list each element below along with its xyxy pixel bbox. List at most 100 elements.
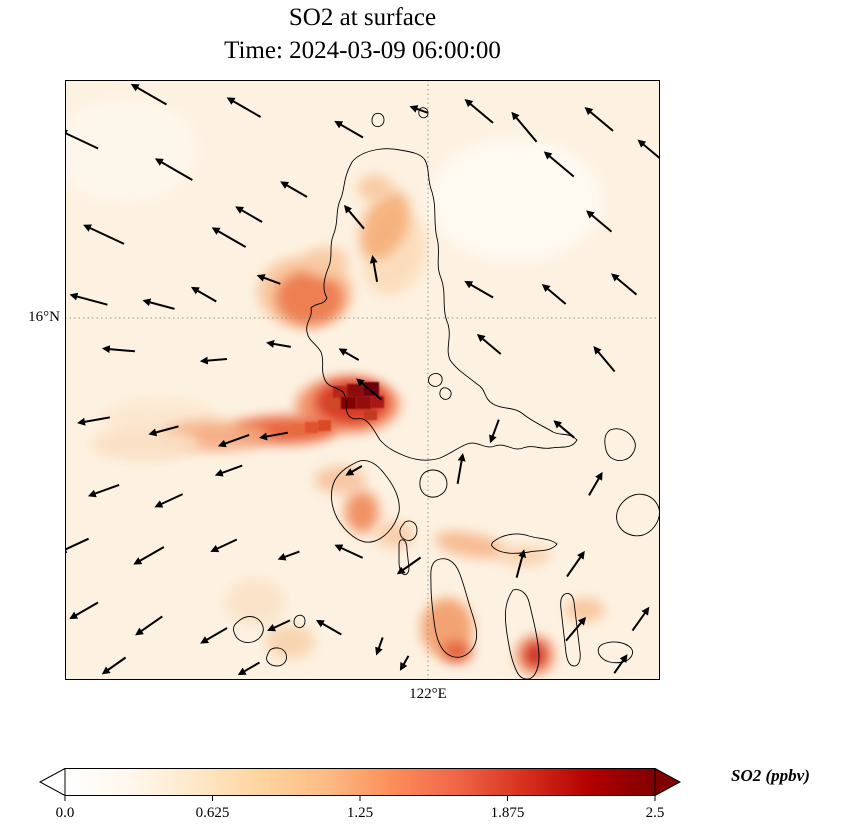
so2-plume: [430, 140, 600, 260]
so2-max-cell: [363, 382, 379, 396]
wind-arrow: [77, 416, 110, 426]
wind-arrow: [565, 616, 587, 642]
wind-arrow: [611, 273, 638, 296]
plot-subtitle: Time: 2024-03-09 06:00:00: [224, 36, 501, 64]
wind-arrow: [464, 280, 494, 299]
wind-arrow: [456, 453, 466, 484]
wind-arrow: [266, 339, 291, 348]
wind-arrow: [637, 139, 660, 160]
wind-arrow: [553, 420, 575, 439]
wind-arrow: [211, 227, 247, 248]
so2-max-cell: [371, 396, 384, 408]
wind-arrow: [396, 556, 422, 575]
so2-plume: [314, 466, 366, 494]
coastline-negros: [504, 589, 540, 680]
wind-arrow: [476, 333, 502, 355]
colorbar-over-arrow: [654, 768, 682, 797]
coastline-busuanga: [233, 616, 264, 643]
wind-arrow: [584, 107, 614, 132]
plot-frame: [65, 80, 660, 680]
wind-arrow: [375, 637, 384, 656]
so2-plume: [265, 625, 315, 659]
colorbar-gradient: [64, 768, 656, 796]
so2-plume: [375, 521, 415, 549]
so2-max-cell: [305, 422, 318, 433]
lon-tick-label: 122°E: [409, 686, 447, 702]
wind-arrow: [267, 619, 291, 632]
wind-arrow: [566, 550, 585, 578]
coastline-romblon: [399, 520, 418, 541]
so2-max-cell: [364, 410, 377, 420]
so2-plume: [345, 491, 379, 533]
so2-max-cell: [318, 420, 331, 431]
coastline-cebu: [560, 593, 581, 667]
colorbar-tick-marks: [64, 796, 656, 801]
wind-arrow: [87, 483, 120, 498]
so2-max-cell: [341, 397, 356, 409]
so2-max-cell: [347, 384, 363, 397]
wind-arrow: [588, 471, 603, 496]
coastline-samar: [616, 493, 660, 537]
wind-arrow: [256, 274, 281, 285]
so2-plume: [434, 531, 506, 559]
wind-arrow: [399, 655, 410, 671]
wind-arrow: [259, 431, 288, 441]
so2-plume: [90, 427, 200, 461]
so2-plume: [357, 175, 393, 201]
colorbar-tick-label: 1.875: [490, 805, 525, 821]
wind-arrow: [200, 627, 228, 644]
wind-arrow: [345, 465, 363, 476]
wind-arrow: [210, 538, 238, 553]
wind-arrow: [541, 283, 567, 305]
so2-plume: [359, 191, 411, 259]
wind-arrow: [142, 298, 175, 310]
colorbar-tick-label: 2.5: [645, 805, 665, 821]
colorbar-label: SO2 (ppbv): [731, 766, 810, 785]
wind-arrow: [543, 151, 575, 178]
wind-arrow: [356, 378, 383, 401]
wind-arrow: [343, 204, 365, 230]
wind-arrow: [315, 619, 342, 636]
coastlines: [233, 107, 660, 680]
wind-arrow: [237, 661, 261, 676]
so2-plume: [276, 271, 344, 325]
so2-plume: [305, 246, 349, 278]
wind-arrow: [154, 493, 184, 508]
graticule: [65, 80, 660, 680]
wind-arrow: [148, 425, 179, 437]
wind-arrow: [69, 292, 108, 306]
wind-arrow: [489, 419, 500, 444]
colorbar-tick-label: 1.25: [346, 805, 374, 821]
colorbar-tick-label: 0.0: [55, 805, 75, 821]
wind-arrow: [130, 83, 167, 106]
coastline-luzon: [306, 148, 578, 461]
wind-arrow: [280, 181, 308, 198]
so2-plume: [524, 642, 546, 668]
wind-arrow: [226, 97, 262, 118]
so2-plume: [225, 578, 285, 626]
wind-arrow: [511, 111, 538, 143]
so2-max-cell: [291, 424, 304, 435]
wind-arrow: [593, 346, 616, 373]
wind-arrow: [135, 615, 163, 636]
so2-plume: [442, 641, 472, 663]
so2-max-cell: [356, 396, 371, 409]
coastline-mindoro: [330, 460, 400, 543]
so2-max-pixels-layer: [291, 382, 384, 435]
colorbar-under-arrow: [38, 768, 66, 797]
lat-tick-label: 16°N: [28, 309, 60, 325]
coastline-catanduanes: [604, 428, 636, 461]
wind-arrow: [464, 99, 494, 124]
wind-arrow: [69, 601, 99, 620]
so2-plume: [565, 598, 605, 622]
coastline-panay: [430, 558, 478, 658]
wind-arrow: [334, 544, 364, 559]
colorbar-tick-label: 0.625: [195, 805, 230, 821]
wind-arrow: [217, 433, 250, 448]
wind-arrow: [409, 105, 428, 114]
coastline-cuyo1: [266, 647, 287, 667]
wind-arrow: [214, 464, 243, 477]
wind-quiver-layer: [65, 83, 660, 676]
wind-arrow: [83, 224, 125, 245]
